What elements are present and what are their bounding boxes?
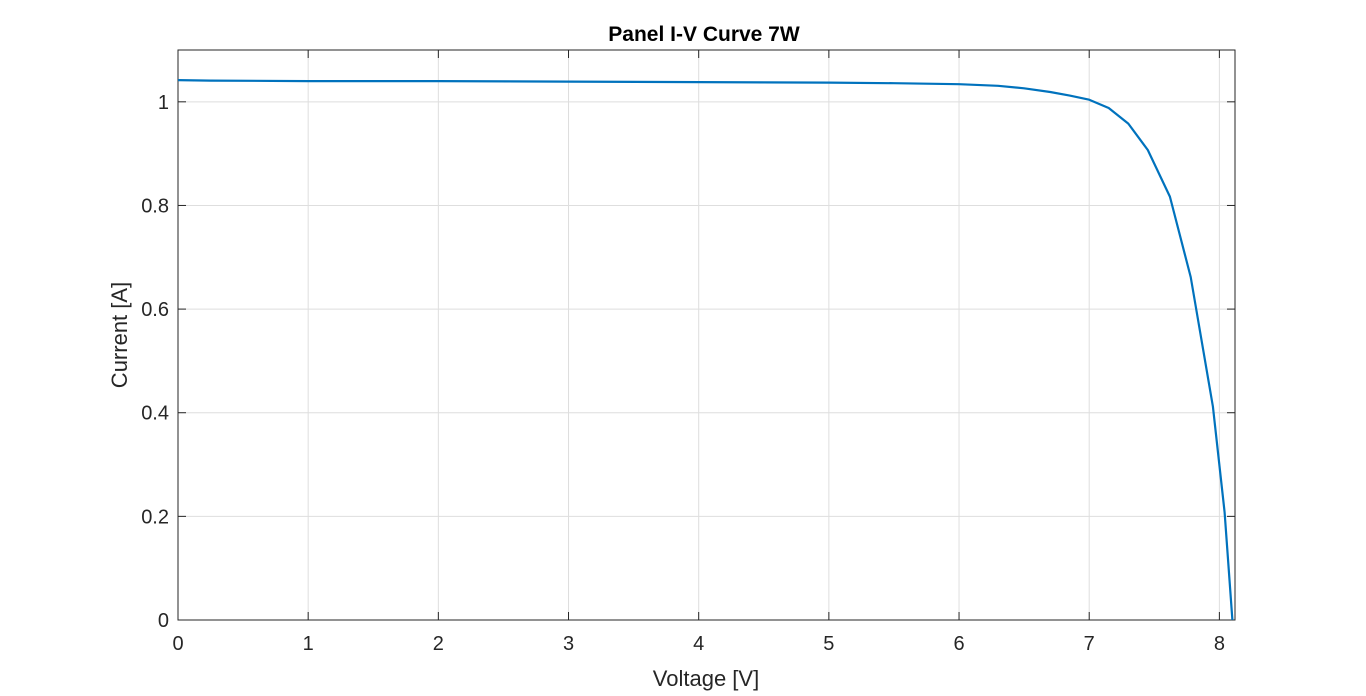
y-tick-labels: 0 0.2 0.4 0.6 0.8 1 xyxy=(141,92,169,632)
y-tick-label: 0 xyxy=(158,610,169,632)
x-tick-label: 4 xyxy=(693,633,704,655)
tick-marks xyxy=(177,50,1235,621)
x-tick-label: 0 xyxy=(172,633,183,655)
y-tick-label: 0.8 xyxy=(141,195,169,217)
y-tick-label: 0.2 xyxy=(141,506,169,528)
x-tick-label: 8 xyxy=(1214,633,1225,655)
x-tick-label: 6 xyxy=(953,633,964,655)
iv-curve-line xyxy=(177,79,1234,621)
x-tick-label: 2 xyxy=(433,633,444,655)
y-tick-label: 0.4 xyxy=(141,403,169,425)
x-tick-label: 1 xyxy=(303,633,314,655)
x-tick-label: 7 xyxy=(1084,633,1095,655)
y-axis-label: Current [A] xyxy=(107,282,132,388)
series-layer xyxy=(177,79,1234,621)
x-tick-label: 5 xyxy=(823,633,834,655)
y-tick-label: 1 xyxy=(158,92,169,114)
x-tick-labels: 0 1 2 3 4 5 6 7 8 xyxy=(172,633,1225,655)
grid-lines xyxy=(177,50,1235,621)
plot-area-border xyxy=(177,49,1236,621)
chart-title: Panel I-V Curve 7W xyxy=(608,23,800,46)
x-tick-label: 3 xyxy=(563,633,574,655)
x-axis-label: Voltage [V] xyxy=(653,666,759,691)
y-tick-label: 0.6 xyxy=(141,299,169,321)
